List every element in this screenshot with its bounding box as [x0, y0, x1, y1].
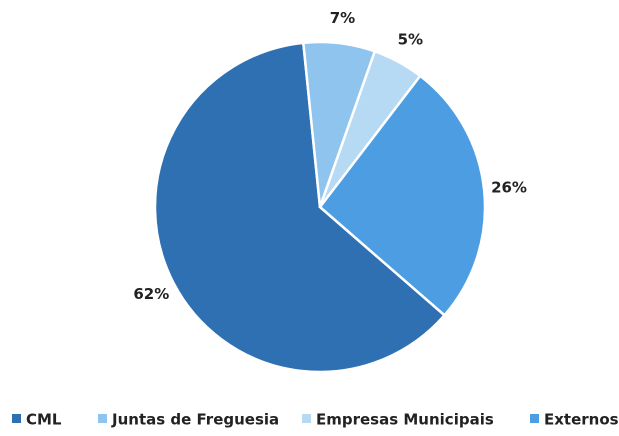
legend-label: Juntas de Freguesia	[111, 411, 279, 429]
legend-swatch	[12, 414, 21, 423]
legend-label: Empresas Municipais	[316, 411, 494, 429]
legend-swatch	[530, 414, 539, 423]
data-label: 5%	[398, 30, 423, 48]
data-label: 26%	[491, 178, 527, 196]
legend-label: CML	[26, 411, 62, 429]
pie-slice	[318, 74, 487, 318]
legend-label: Externos	[544, 411, 619, 429]
pie-slice	[153, 41, 447, 374]
data-label: 62%	[133, 285, 169, 303]
data-label: 7%	[330, 9, 355, 27]
legend-swatch	[302, 414, 311, 423]
legend-swatch	[98, 414, 107, 423]
